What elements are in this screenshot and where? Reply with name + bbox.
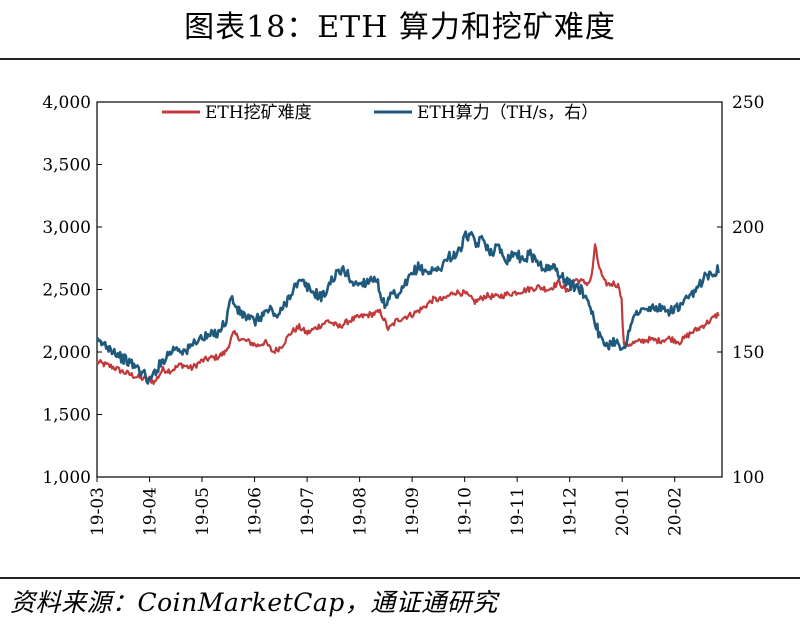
x-tick-label: 19-07	[298, 487, 318, 536]
left-tick-label: 2,000	[42, 343, 91, 363]
series-line-difficulty	[96, 243, 720, 385]
source-divider	[0, 577, 800, 579]
right-tick-label: 150	[732, 343, 764, 363]
legend-label-difficulty: ETH挖矿难度	[205, 103, 312, 123]
left-tick-label: 4,000	[42, 93, 91, 113]
x-tick-label: 19-09	[403, 487, 423, 536]
x-tick-label: 19-11	[508, 487, 528, 536]
series-layer	[95, 230, 720, 385]
legend: ETH挖矿难度 ETH算力（TH/s，右）	[162, 103, 598, 123]
right-y-axis: 100 150 200 250	[717, 93, 764, 488]
x-tick-label: 19-06	[246, 487, 266, 536]
source-note: 资料来源：CoinMarketCap，通证通研究	[10, 588, 498, 617]
x-tick-label: 20-02	[666, 487, 686, 536]
x-axis: 19-03 19-04 19-05 19-06 19-07 19-08 19-09 19-10…	[88, 477, 686, 536]
right-tick-label: 100	[732, 468, 764, 488]
right-tick-label: 200	[732, 218, 764, 238]
x-tick-label: 19-08	[351, 487, 371, 536]
x-tick-label: 19-10	[456, 487, 476, 536]
x-tick-label: 20-01	[613, 487, 633, 536]
series-line-hashrate	[95, 230, 720, 385]
left-tick-label: 2,500	[42, 281, 91, 301]
plot-border	[96, 101, 723, 478]
right-tick-label: 250	[732, 93, 764, 113]
left-y-axis: 1,000 1,500 2,000 2,500 3,000 3,500 4,000	[42, 93, 102, 488]
left-tick-label: 3,500	[42, 156, 91, 176]
chart-title: 图表18：ETH 算力和挖矿难度	[184, 10, 616, 45]
left-tick-label: 1,500	[42, 406, 91, 426]
x-tick-label: 19-03	[88, 487, 108, 536]
left-tick-label: 3,000	[42, 218, 91, 238]
x-tick-label: 19-05	[193, 487, 213, 536]
plot-frame	[96, 101, 723, 478]
title-divider	[0, 58, 800, 60]
left-tick-label: 1,000	[42, 468, 91, 488]
legend-label-hashrate: ETH算力（TH/s，右）	[417, 103, 598, 123]
x-tick-label: 19-04	[141, 487, 161, 536]
x-tick-label: 19-12	[561, 487, 581, 536]
